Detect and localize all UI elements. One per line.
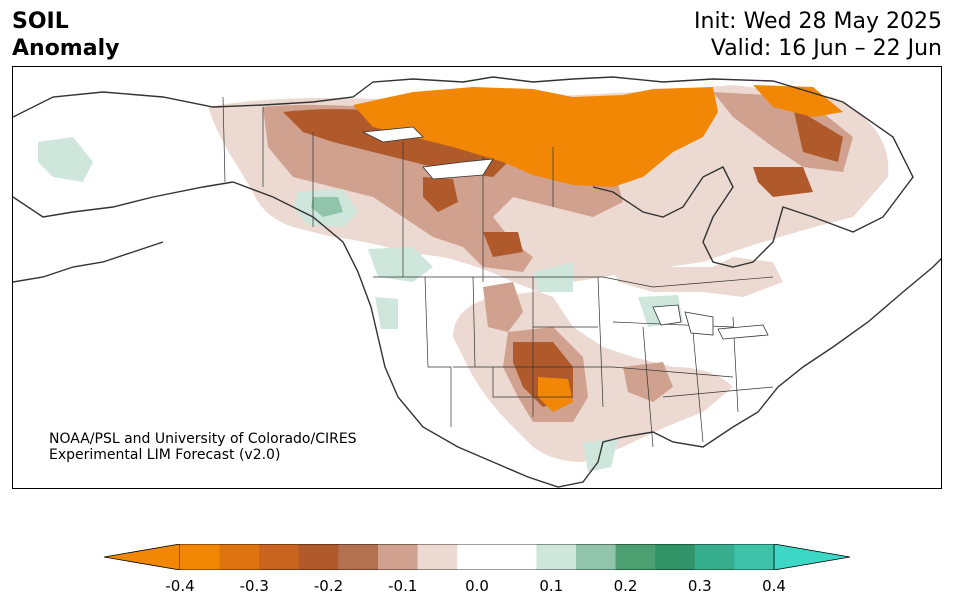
- colorbar-segment: [298, 544, 339, 570]
- colorbar-tick-label: 0.2: [613, 577, 638, 595]
- colorbar-segment: [338, 544, 379, 570]
- colorbar-segment: [536, 544, 577, 570]
- colorbar-segment: [378, 544, 419, 570]
- colorbar-segment: [180, 544, 221, 570]
- political-boundaries: [222, 96, 774, 448]
- valid-range: Valid: 16 Jun – 22 Jun: [710, 36, 942, 61]
- colorbar-tick-label: -0.2: [313, 577, 344, 595]
- colorbar-tick-label: 0.1: [539, 577, 564, 595]
- great-lakes: [361, 126, 769, 340]
- colorbar-segment: [655, 544, 696, 570]
- colorbar-segment: [576, 544, 617, 570]
- colorbar-segment: [259, 544, 300, 570]
- colorbar: [104, 544, 850, 570]
- forecast-credit: NOAA/PSL and University of Colorado/CIRE…: [49, 431, 357, 463]
- forecast-dates: Init: Wed 28 May 2025 Valid: 16 Jun – 22…: [694, 8, 942, 62]
- anomaly-map: [13, 76, 941, 488]
- map-title: SOIL Anomaly: [12, 8, 119, 62]
- colorbar-segment: [734, 544, 775, 570]
- credit-line-2: Experimental LIM Forecast (v2.0): [49, 447, 281, 463]
- coastlines: [13, 76, 941, 488]
- colorbar-segment: [219, 544, 260, 570]
- colorbar-over-arrow: [773, 544, 850, 570]
- colorbar-tick-label: 0.0: [465, 577, 489, 595]
- colorbar-tick-label: -0.1: [388, 577, 418, 595]
- colorbar-tick-label: 0.4: [762, 577, 786, 595]
- colorbar-segment: [615, 544, 656, 570]
- colorbar-tick-label: -0.4: [165, 577, 195, 595]
- init-date: Init: Wed 28 May 2025: [694, 9, 942, 34]
- colorbar-tick-label: 0.3: [687, 577, 712, 595]
- colorbar-segment: [417, 544, 458, 570]
- map-panel: [12, 66, 942, 489]
- colorbar-segment: [694, 544, 735, 570]
- variable-name: SOIL: [12, 9, 69, 34]
- colorbar-segment: [496, 544, 537, 570]
- colorbar-segment: [457, 544, 498, 570]
- colorbar-under-arrow: [104, 544, 181, 570]
- anomaly-strong-fill: [353, 85, 843, 412]
- credit-line-1: NOAA/PSL and University of Colorado/CIRE…: [49, 431, 357, 447]
- colorbar-tick-label: -0.3: [239, 577, 269, 595]
- variable-subtitle: Anomaly: [12, 36, 120, 61]
